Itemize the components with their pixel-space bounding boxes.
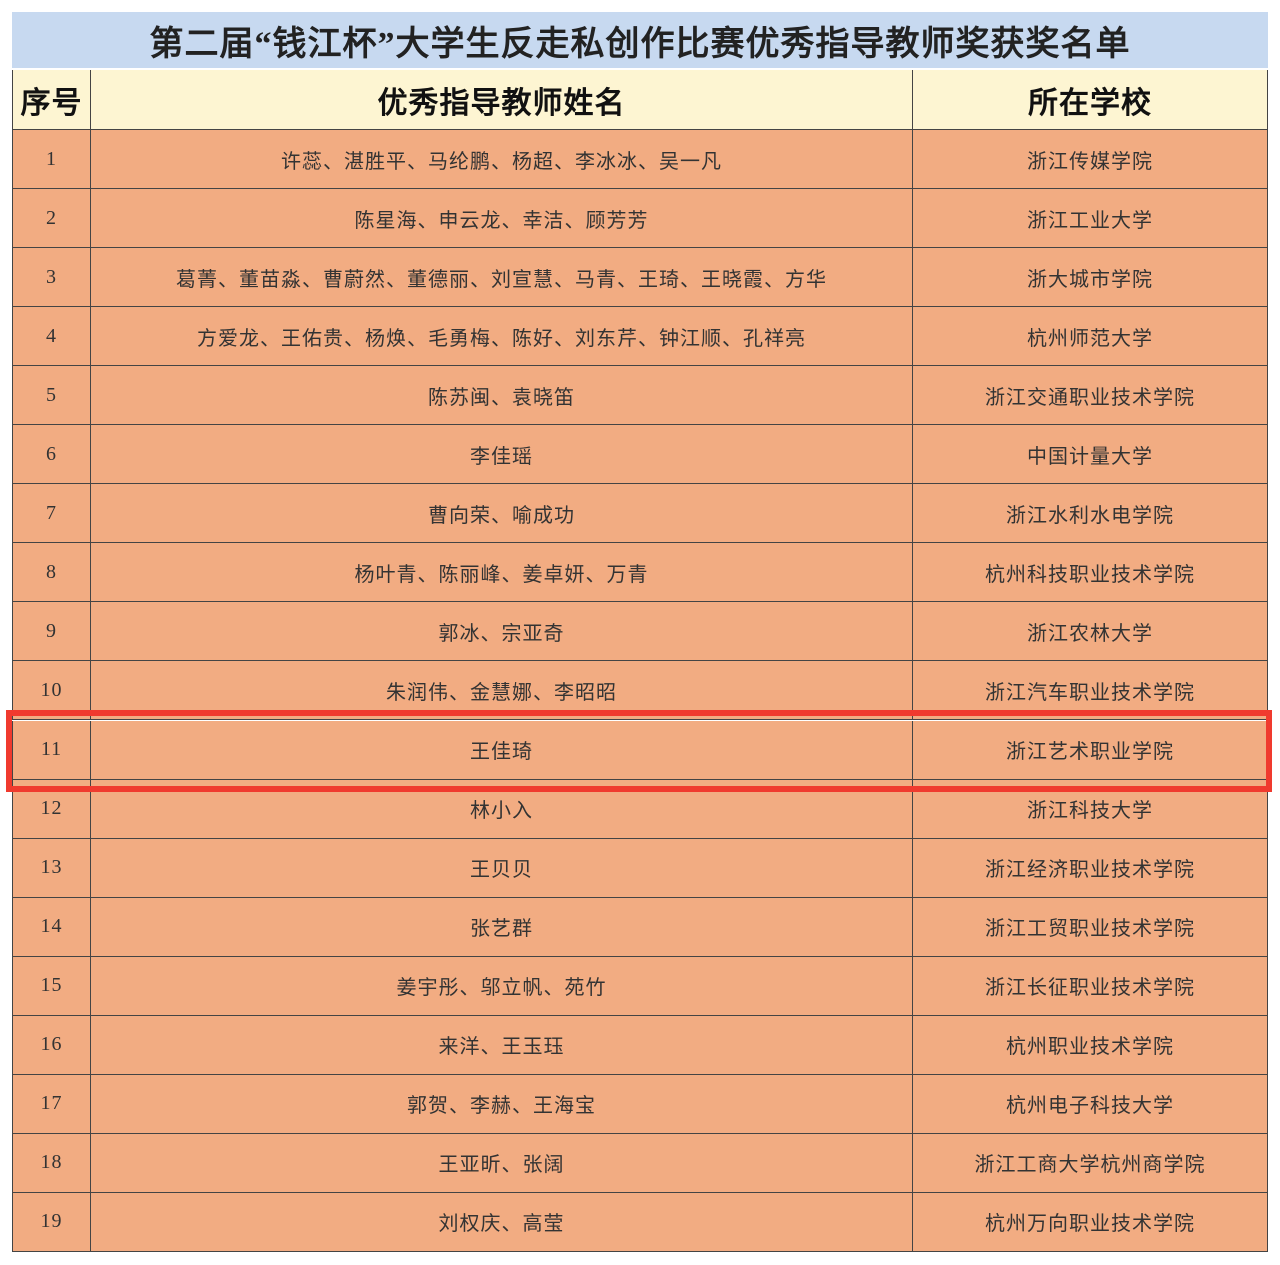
row-number: 18 <box>12 1133 91 1193</box>
row-number: 13 <box>12 838 91 898</box>
row-number: 5 <box>12 366 91 426</box>
teacher-names: 王亚昕、张阔 <box>91 1133 913 1193</box>
header-cell: 所在学校 <box>913 70 1268 130</box>
school: 浙江艺术职业学院 <box>913 720 1268 780</box>
teacher-names: 林小入 <box>91 779 913 839</box>
school: 浙江工贸职业技术学院 <box>913 897 1268 957</box>
teacher-names: 许蕊、湛胜平、马纶鹏、杨超、李冰冰、吴一凡 <box>91 130 913 190</box>
teacher-names: 李佳瑶 <box>91 425 913 485</box>
school: 浙江科技大学 <box>913 779 1268 839</box>
teacher-names: 方爱龙、王佑贵、杨焕、毛勇梅、陈好、刘东芹、钟江顺、孔祥亮 <box>91 307 913 367</box>
teacher-names: 郭冰、宗亚奇 <box>91 602 913 662</box>
teacher-names: 陈苏闽、袁晓笛 <box>91 366 913 426</box>
school: 浙江水利水电学院 <box>913 484 1268 544</box>
school: 杭州职业技术学院 <box>913 1015 1268 1075</box>
school: 浙大城市学院 <box>913 248 1268 308</box>
header-cell: 序号 <box>12 70 91 130</box>
teacher-names: 朱润伟、金慧娜、李昭昭 <box>91 661 913 721</box>
teacher-names: 张艺群 <box>91 897 913 957</box>
school: 浙江交通职业技术学院 <box>913 366 1268 426</box>
row-number: 8 <box>12 543 91 603</box>
school: 浙江农林大学 <box>913 602 1268 662</box>
school: 浙江工业大学 <box>913 189 1268 249</box>
row-number: 2 <box>12 189 91 249</box>
row-number: 4 <box>12 307 91 367</box>
row-number: 11 <box>12 720 91 780</box>
teacher-names: 刘权庆、高莹 <box>91 1192 913 1252</box>
school: 浙江传媒学院 <box>913 130 1268 190</box>
teacher-names: 王贝贝 <box>91 838 913 898</box>
school: 杭州科技职业技术学院 <box>913 543 1268 603</box>
row-number: 12 <box>12 779 91 839</box>
school: 杭州电子科技大学 <box>913 1074 1268 1134</box>
row-number: 7 <box>12 484 91 544</box>
row-number: 10 <box>12 661 91 721</box>
teacher-names: 郭贺、李赫、王海宝 <box>91 1074 913 1134</box>
row-number: 15 <box>12 956 91 1016</box>
row-number: 1 <box>12 130 91 190</box>
row-number: 14 <box>12 897 91 957</box>
row-number: 17 <box>12 1074 91 1134</box>
row-number: 9 <box>12 602 91 662</box>
row-number: 19 <box>12 1192 91 1252</box>
teacher-names: 杨叶青、陈丽峰、姜卓妍、万青 <box>91 543 913 603</box>
teacher-names: 姜宇彤、邬立帆、苑竹 <box>91 956 913 1016</box>
school: 杭州师范大学 <box>913 307 1268 367</box>
teacher-names: 曹向荣、喻成功 <box>91 484 913 544</box>
teacher-names: 葛菁、董苗淼、曹蔚然、董德丽、刘宣慧、马青、王琦、王晓霞、方华 <box>91 248 913 308</box>
row-number: 6 <box>12 425 91 485</box>
school: 浙江经济职业技术学院 <box>913 838 1268 898</box>
teacher-names: 王佳琦 <box>91 720 913 780</box>
school: 浙江长征职业技术学院 <box>913 956 1268 1016</box>
school: 浙江工商大学杭州商学院 <box>913 1133 1268 1193</box>
row-number: 16 <box>12 1015 91 1075</box>
school: 杭州万向职业技术学院 <box>913 1192 1268 1252</box>
teacher-names: 陈星海、申云龙、幸洁、顾芳芳 <box>91 189 913 249</box>
title: 第二届“钱江杯”大学生反走私创作比赛优秀指导教师奖获奖名单 <box>12 12 1268 68</box>
teacher-names: 来洋、王玉珏 <box>91 1015 913 1075</box>
school: 中国计量大学 <box>913 425 1268 485</box>
row-number: 3 <box>12 248 91 308</box>
header-cell: 优秀指导教师姓名 <box>91 70 913 130</box>
school: 浙江汽车职业技术学院 <box>913 661 1268 721</box>
